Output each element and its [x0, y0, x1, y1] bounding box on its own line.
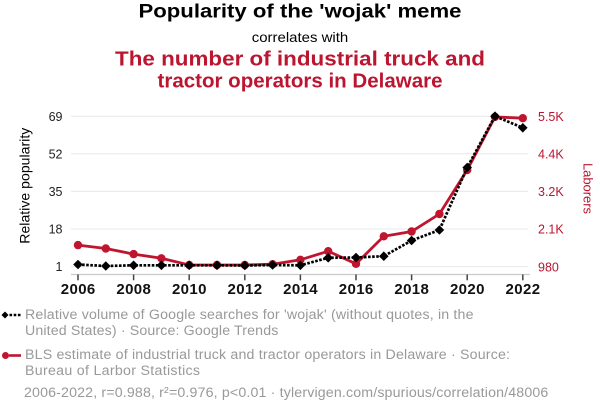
svg-text:3.2K: 3.2K [538, 185, 564, 199]
svg-text:2.1K: 2.1K [538, 223, 564, 237]
svg-text:1: 1 [56, 260, 63, 274]
svg-text:2006: 2006 [61, 281, 96, 298]
svg-text:2016: 2016 [339, 281, 374, 298]
svg-text:2008: 2008 [116, 281, 151, 298]
svg-text:2006-2022, r=0.988, r²=0.976,: 2006-2022, r=0.988, r²=0.976, p<0.01 · t… [24, 385, 548, 401]
svg-text:69: 69 [49, 110, 63, 124]
svg-text:2022: 2022 [506, 281, 541, 298]
svg-text:Relative popularity: Relative popularity [17, 128, 33, 244]
svg-text:2014: 2014 [283, 281, 318, 298]
svg-text:5.5K: 5.5K [538, 110, 564, 124]
svg-text:Laborers: Laborers [580, 163, 595, 215]
svg-text:35: 35 [49, 185, 63, 199]
svg-text:Popularity of the 'wojak' meme: Popularity of the 'wojak' meme [139, 2, 462, 23]
svg-text:United States) · Source: Googl: United States) · Source: Google Trends [25, 323, 278, 339]
svg-text:tractor operators in Delaware: tractor operators in Delaware [158, 70, 443, 92]
svg-text:2018: 2018 [394, 281, 429, 298]
svg-text:The number of industrial truck: The number of industrial truck and [115, 49, 485, 71]
svg-text:2010: 2010 [172, 281, 207, 298]
svg-text:52: 52 [49, 147, 63, 161]
svg-text:2012: 2012 [228, 281, 262, 298]
svg-text:2020: 2020 [450, 281, 485, 298]
svg-text:4.4K: 4.4K [538, 148, 564, 162]
svg-text:18: 18 [49, 223, 63, 237]
svg-text:Bureau of Larbor Statistics: Bureau of Larbor Statistics [25, 363, 200, 379]
svg-text:BLS estimate of industrial tru: BLS estimate of industrial truck and tra… [25, 347, 510, 363]
svg-text:Relative volume of Google sear: Relative volume of Google searches for '… [25, 307, 474, 323]
svg-text:980: 980 [538, 260, 559, 274]
svg-text:correlates with: correlates with [252, 29, 349, 45]
